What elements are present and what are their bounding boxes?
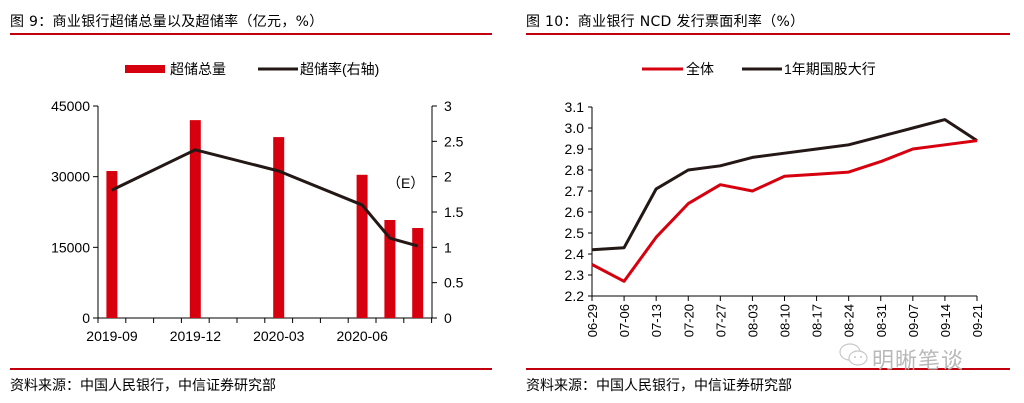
x-tick-label: 2019-09	[86, 328, 138, 344]
y-tick-label: 2.7	[565, 183, 585, 199]
left-title-rule	[10, 33, 492, 35]
y-tick-label: 45000	[51, 98, 90, 114]
y-tick-label: 2.4	[565, 246, 585, 262]
y2-tick-label: 2.5	[444, 133, 464, 149]
right-chart-panel: 图 10：商业银行 NCD 发行票面利率（%） 资料来源：中国人民银行，中信证券…	[520, 0, 1024, 403]
y-tick-label: 15000	[51, 239, 90, 255]
legend-label-all: 全体	[686, 61, 714, 77]
y2-tick-label: 2	[444, 169, 452, 185]
y-tick-label: 2.2	[565, 288, 585, 304]
y-tick-label: 2.9	[565, 141, 585, 157]
y2-tick-label: 1.5	[444, 204, 464, 220]
line-series-1年期国股大行	[591, 118, 978, 252]
legend-label-line: 超储率(右轴)	[300, 61, 379, 77]
bar-2019-09	[106, 171, 118, 318]
x-tick-label: 2020-06	[337, 328, 389, 344]
right-chart-source: 资料来源：中国人民银行，中信证券研究部	[526, 378, 792, 394]
x-tick-label: 08-03	[745, 304, 760, 337]
legend-swatch-bar	[125, 65, 165, 73]
y-tick-label: 2.6	[565, 204, 585, 220]
x-tick-label: 06-29	[585, 304, 600, 337]
wechat-icon	[838, 340, 870, 370]
x-tick-label: 08-10	[778, 304, 793, 337]
x-tick-label: 08-17	[810, 304, 825, 337]
x-tick-label: 08-24	[842, 304, 857, 337]
x-tick-label: 07-20	[681, 304, 696, 337]
estimate-annotation: （E）	[387, 175, 424, 191]
bar-2020-03	[273, 137, 285, 318]
right-source-rule	[526, 368, 1010, 370]
y2-tick-label: 3	[444, 98, 452, 114]
bar-2020-06	[356, 174, 368, 318]
bar-2019-12	[189, 120, 201, 318]
bar-2020-08E	[412, 228, 424, 318]
legend-label-bar: 超储总量	[170, 61, 226, 77]
x-tick-label: 09-14	[938, 304, 953, 337]
left-chart-source: 资料来源：中国人民银行，中信证券研究部	[10, 378, 276, 394]
y-tick-label: 2.5	[565, 225, 585, 241]
x-tick-label: 08-31	[874, 304, 889, 337]
y-tick-label: 3.1	[565, 99, 585, 115]
y2-tick-label: 0.5	[444, 275, 464, 291]
watermark-text: 明晰笔谈	[872, 349, 965, 374]
x-tick-label: 2020-03	[253, 328, 305, 344]
line-series-超储率	[111, 148, 419, 248]
x-tick-label: 07-06	[617, 304, 632, 337]
x-tick-label: 2019-12	[170, 328, 222, 344]
bar-2020-07E	[384, 220, 396, 318]
y2-tick-label: 1	[444, 239, 452, 255]
right-chart-title: 图 10：商业银行 NCD 发行票面利率（%）	[526, 14, 805, 30]
left-chart-title: 图 9：商业银行超储总量以及超储率（亿元，%）	[10, 14, 324, 30]
y-tick-label: 2.3	[565, 267, 585, 283]
x-tick-label: 09-07	[906, 304, 921, 337]
x-tick-label: 07-27	[713, 304, 728, 337]
y-tick-label: 2.8	[565, 162, 585, 178]
right-title-rule	[526, 33, 1010, 35]
x-tick-label: 09-21	[970, 304, 985, 337]
y-tick-label: 3.0	[565, 120, 585, 136]
left-chart-panel: 图 9：商业银行超储总量以及超储率（亿元，%） 资料来源：中国人民银行，中信证券…	[0, 0, 500, 403]
x-tick-label: 07-13	[649, 304, 664, 337]
line-series-全体	[591, 139, 978, 283]
legend-label-big-banks: 1年期国股大行	[784, 61, 876, 77]
y-tick-label: 30000	[51, 169, 90, 185]
y-tick-label: 0	[82, 310, 90, 326]
y2-tick-label: 0	[444, 310, 452, 326]
left-source-rule	[10, 368, 492, 370]
